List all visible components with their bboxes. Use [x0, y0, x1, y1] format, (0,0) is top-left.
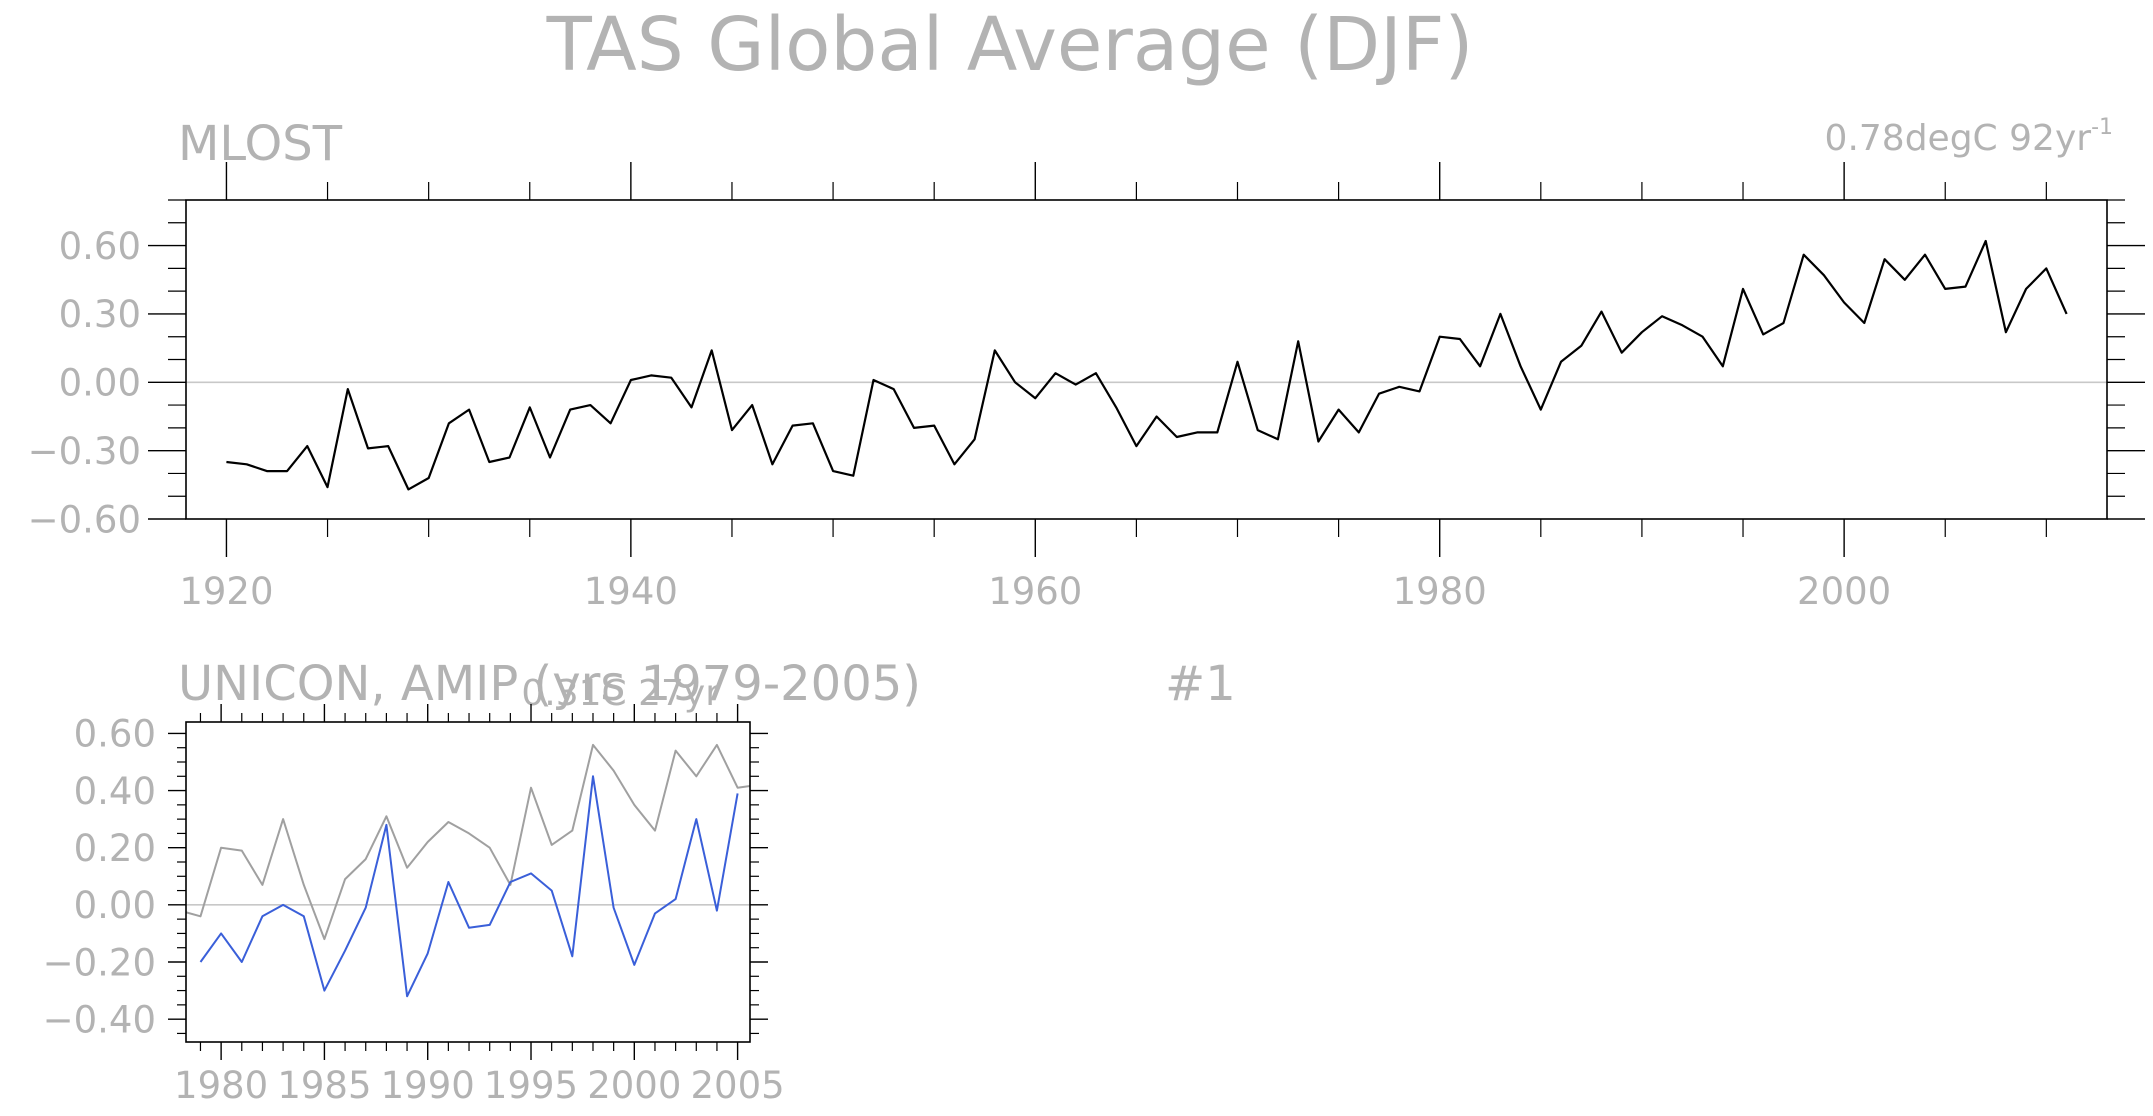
x-tick-label: 1980: [1393, 570, 1487, 613]
x-tick-label: 1940: [584, 570, 678, 613]
x-tick-label: 2000: [587, 1064, 681, 1107]
y-tick-label: −0.30: [28, 430, 141, 473]
x-tick-label: 1920: [179, 570, 273, 613]
mlost-panel: MLOST 0.78degC 92yr-1 1920 1940 1960 1980 20…: [28, 115, 2145, 613]
unicon-panel: UNICON, AMIP (yrs 1979-2005) #1 0.31C 27…: [43, 656, 1236, 1107]
x-tick-label: 1995: [484, 1064, 578, 1107]
y-tick-label: 0.00: [59, 362, 141, 405]
plot-frame: [185, 721, 751, 1043]
x-tick-label: 1980: [174, 1064, 268, 1107]
y-tick-label: −0.20: [43, 941, 156, 984]
y-tick-label: 0.40: [74, 770, 156, 813]
mlost-trend-label: 0.78degC 92yr-1: [1825, 115, 2113, 159]
unicon-trend-label: 0.31C 27yr: [521, 673, 720, 714]
series-line-1: [199, 775, 739, 998]
x-tick-label: 1985: [277, 1064, 371, 1107]
unicon-plot: 1980 1985 1990 1995 2000 2005 −0.40 −0.20 0.00 0.…: [43, 704, 785, 1107]
unicon-panel-label: UNICON, AMIP (yrs 1979-2005): [178, 656, 921, 712]
x-tick-label: 2005: [691, 1064, 785, 1107]
y-tick-label: 0.60: [74, 713, 156, 756]
y-tick-label: 0.30: [59, 293, 141, 336]
series-line-0: [186, 743, 750, 941]
x-tick-label: 1990: [381, 1064, 475, 1107]
mlost-panel-label: MLOST: [178, 116, 343, 172]
mlost-trend-text: 0.78degC 92yr: [1825, 118, 2092, 159]
mlost-plot: 1920 1940 1960 1980 2000 −0.60 −0.30 0.00 0.30 0.…: [28, 162, 2145, 613]
mlost-trend-superscript: -1: [2091, 115, 2113, 140]
figure-title: TAS Global Average (DJF): [546, 2, 1474, 88]
y-tick-label: −0.60: [28, 498, 141, 541]
y-tick-label: 0.00: [74, 884, 156, 927]
unicon-run-label: #1: [1165, 656, 1236, 712]
y-tick-label: 0.60: [59, 225, 141, 268]
plot-frame: [185, 199, 2108, 520]
y-tick-label: −0.40: [43, 998, 156, 1041]
series-line-0: [226, 239, 2068, 491]
x-tick-label: 1960: [988, 570, 1082, 613]
x-tick-label: 2000: [1797, 570, 1891, 613]
y-tick-label: 0.20: [74, 827, 156, 870]
